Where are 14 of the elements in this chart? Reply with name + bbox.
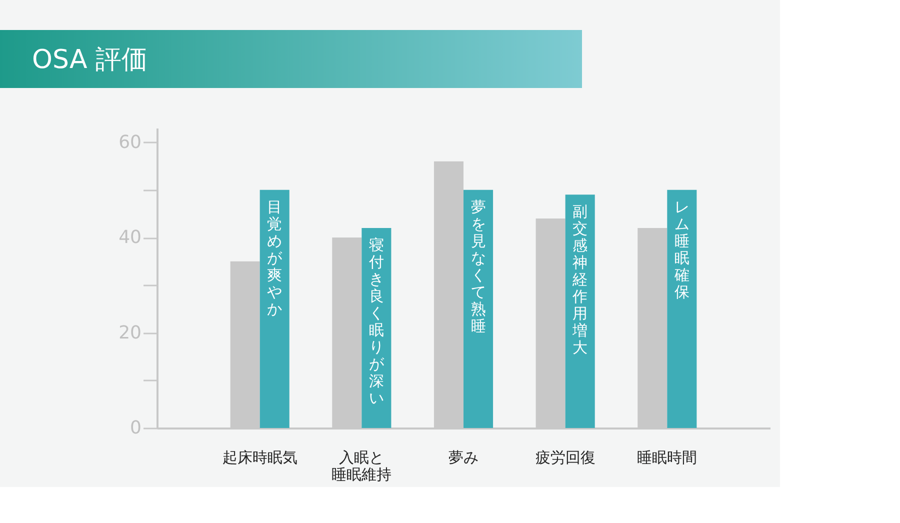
bar	[667, 190, 697, 428]
x-tick-label: 疲労回復	[535, 448, 596, 466]
x-tick-label: 入眠と睡眠維持	[332, 448, 392, 484]
text: 寝付き良く眠りが深い	[368, 236, 384, 407]
x-tick-label: 夢み	[448, 448, 478, 466]
annotation: 目覚めが爽やか	[267, 198, 284, 318]
bar	[464, 190, 494, 428]
annotation: レム睡眠確保	[673, 198, 690, 301]
bar	[260, 190, 290, 428]
chart-title: OSA 評価	[32, 45, 148, 75]
text: 副交感神経作用増大	[572, 202, 588, 357]
annotation: 夢を見なくて熟睡	[470, 198, 486, 335]
x-tick-label: 起床時眠気	[222, 448, 298, 466]
x-tick-label: 睡眠時間	[637, 448, 698, 466]
